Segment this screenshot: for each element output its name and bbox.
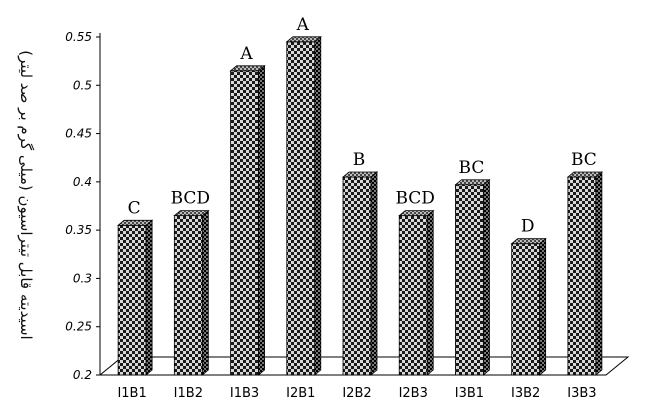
y-tick-label: 0.25 bbox=[65, 320, 92, 334]
data-label: BC bbox=[459, 158, 485, 178]
bar-side bbox=[595, 171, 603, 376]
bar-top bbox=[341, 171, 379, 178]
x-tick-label: I3B1 bbox=[455, 386, 484, 401]
y-tick-label: 0.45 bbox=[65, 127, 92, 141]
bar-front bbox=[173, 215, 203, 376]
bar-front bbox=[455, 184, 484, 376]
bar bbox=[229, 64, 266, 376]
y-tick-label: 0.55 bbox=[65, 30, 92, 44]
bar-side bbox=[370, 171, 378, 376]
bar bbox=[454, 178, 491, 376]
x-tick-label: I1B2 bbox=[174, 386, 203, 401]
x-tick-label: I1B1 bbox=[117, 386, 146, 401]
data-label: BC bbox=[571, 150, 597, 170]
bar-side bbox=[314, 35, 322, 376]
bar-top bbox=[285, 36, 322, 43]
data-label: C bbox=[128, 198, 141, 218]
bar-top bbox=[510, 238, 547, 245]
bar-side bbox=[483, 178, 490, 376]
bar-side bbox=[258, 64, 265, 376]
bar bbox=[341, 171, 379, 376]
data-label: B bbox=[353, 150, 366, 170]
bar bbox=[510, 237, 547, 376]
y-tick-label: 0.3 bbox=[73, 271, 92, 285]
bar-front bbox=[511, 243, 541, 376]
x-tick-label: I3B3 bbox=[567, 386, 596, 401]
bar-top bbox=[229, 65, 266, 72]
x-tick-label: I2B2 bbox=[342, 386, 371, 401]
bar-front bbox=[398, 215, 428, 376]
data-label: A bbox=[296, 15, 310, 35]
bar-top bbox=[173, 210, 210, 217]
bar-top bbox=[566, 171, 603, 178]
x-tick-label: I2B3 bbox=[399, 386, 428, 401]
bar bbox=[117, 219, 154, 376]
data-label: BCD bbox=[395, 189, 434, 209]
bar-top bbox=[454, 179, 491, 186]
bar bbox=[566, 171, 603, 376]
bar-front bbox=[230, 70, 259, 376]
bar-side bbox=[539, 237, 547, 376]
x-tick-label: I1B3 bbox=[230, 386, 259, 401]
bar-front bbox=[567, 176, 597, 376]
bar-side bbox=[201, 209, 209, 376]
data-label: A bbox=[239, 44, 253, 64]
bar-top bbox=[117, 219, 154, 226]
y-tick-label: 0.5 bbox=[73, 78, 92, 92]
bar-side bbox=[145, 219, 153, 376]
y-tick-label: 0.35 bbox=[65, 223, 92, 237]
x-tick-label: I2B1 bbox=[286, 386, 315, 401]
bar bbox=[173, 209, 210, 376]
bar bbox=[285, 35, 322, 376]
data-label: BCD bbox=[171, 189, 210, 209]
bar-front bbox=[286, 41, 316, 376]
bar-side bbox=[426, 209, 434, 376]
x-tick-label: I3B2 bbox=[511, 386, 540, 401]
bar-front bbox=[342, 176, 372, 376]
bar-front bbox=[117, 224, 147, 376]
bar bbox=[398, 209, 435, 376]
data-label: D bbox=[521, 217, 535, 237]
y-tick-label: 0.4 bbox=[73, 175, 92, 189]
y-tick-label: 0.2 bbox=[73, 368, 92, 382]
bar-top bbox=[398, 210, 435, 217]
